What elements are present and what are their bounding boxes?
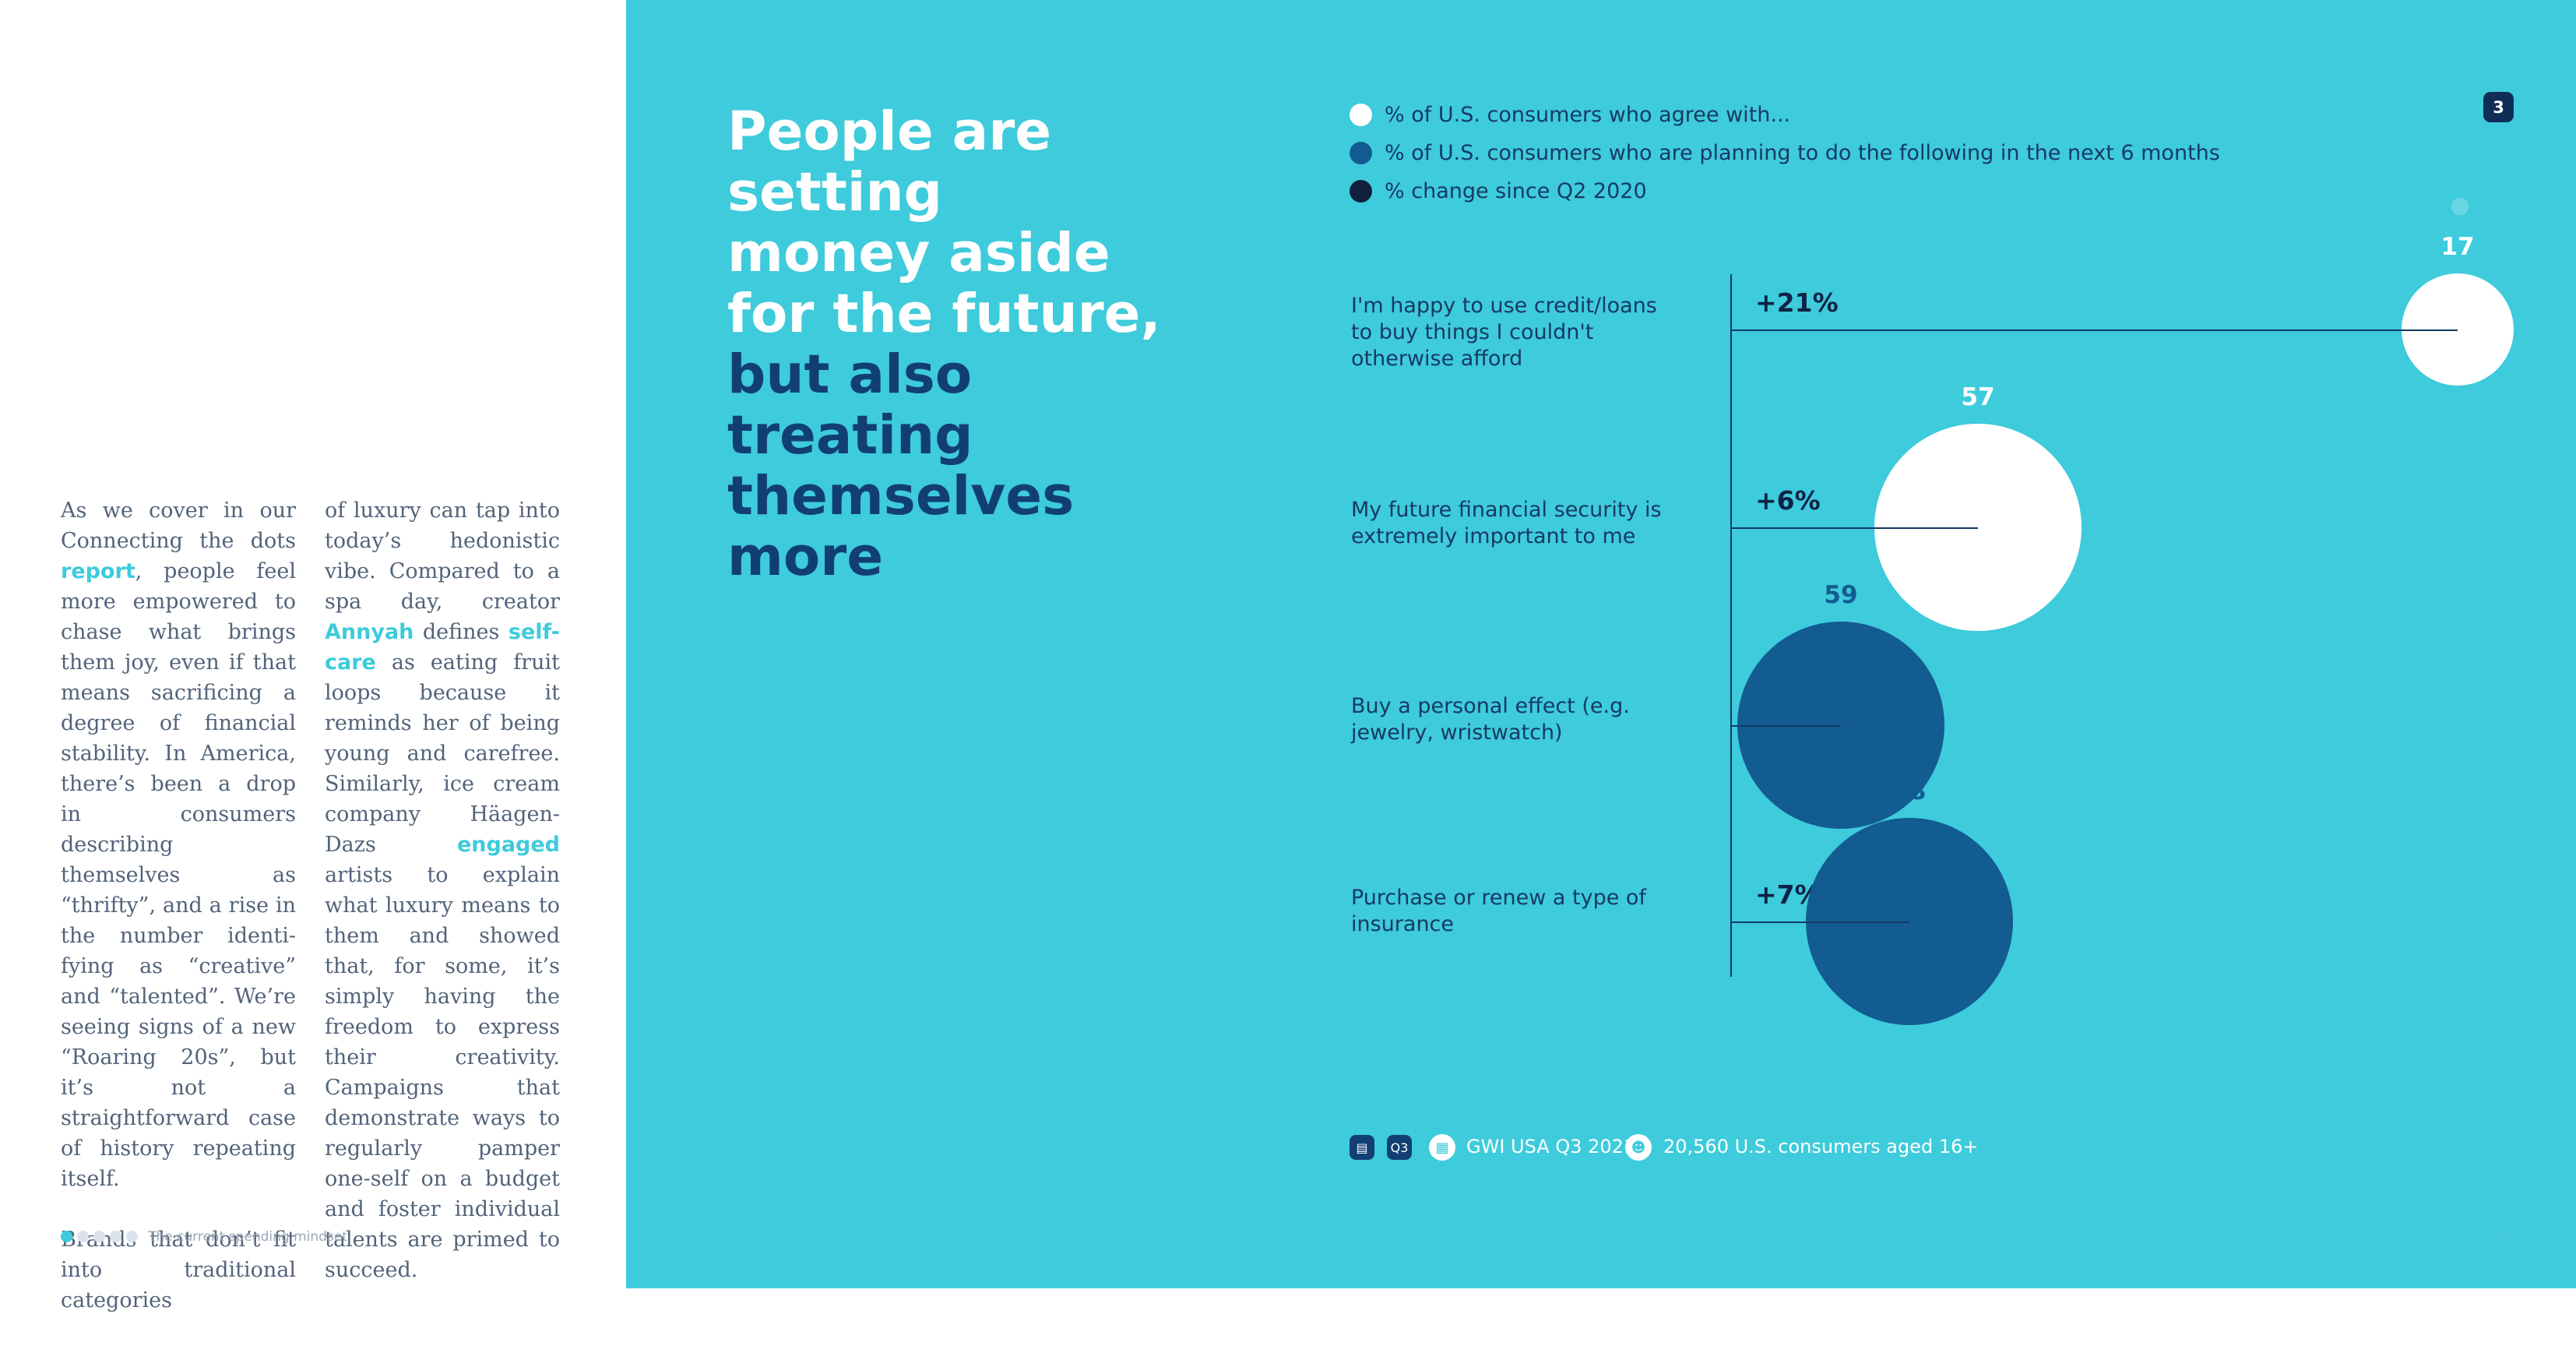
legend-item-change: % change since Q2 2020 (1350, 179, 1647, 203)
page-number: 16 (2497, 1229, 2513, 1244)
paragraph: As we cover in our Connecting the dots r… (61, 495, 296, 1194)
body-text: As we cover in our Connecting the dots (61, 499, 296, 553)
left-page: As we cover in our Connecting the dots r… (0, 0, 626, 1313)
inline-link[interactable]: engaged (456, 833, 560, 857)
bubble-value: 59 (1824, 581, 1858, 609)
legend-label: % of U.S. consumers who are planning to … (1385, 141, 2220, 165)
row-label: I'm happy to use credit/loans to buy thi… (1351, 294, 1657, 371)
legend-dot (1350, 104, 1372, 126)
page-badge: 3 (2483, 92, 2514, 122)
paragraph: of luxury can tap into today’s hedonisti… (325, 495, 560, 1285)
title-dark: but also treating themselves more (727, 344, 1075, 588)
legend-item-planning: % of U.S. consumers who are planning to … (1350, 141, 2220, 165)
title-white: People are setting money aside for the f… (727, 100, 1161, 345)
text-column-1: As we cover in our Connecting the dots r… (61, 495, 296, 1346)
change-value: +6% (1755, 485, 1821, 516)
progress-dot (61, 1231, 72, 1242)
inline-link[interactable]: Annyah (325, 620, 414, 644)
bubble-value: 17 (2441, 233, 2475, 261)
body-text: , people feel more empowered to chase wh… (61, 559, 296, 1191)
change-value: +21% (1755, 287, 1839, 318)
calendar-icon: ▦ (1429, 1134, 1455, 1161)
body-text: artists to explain what luxury means to … (325, 863, 560, 1282)
value-line (1731, 329, 2458, 331)
audience-source: 20,560 U.S. consumers aged 16+ (1663, 1136, 1979, 1157)
survey-source: GWI USA Q3 2021 (1466, 1136, 1636, 1157)
section-label: The current spending mindset (148, 1229, 347, 1245)
page-title: People are setting money aside for the f… (727, 101, 1163, 587)
inline-link[interactable]: self-care (325, 620, 560, 675)
body-text: of luxury can tap into today’s hedonisti… (325, 499, 560, 614)
value-line (1731, 921, 1909, 923)
progress-dot (110, 1231, 121, 1242)
q3-icon: Q3 (1387, 1135, 1412, 1160)
bubble-value: 57 (1961, 383, 1995, 411)
row-label: Buy a personal effect (e.g. jewelry, wri… (1351, 694, 1630, 745)
legend-label: % change since Q2 2020 (1385, 179, 1647, 203)
text-column-2: of luxury can tap into today’s hedonisti… (325, 495, 560, 1316)
paragraph: Brands that don’t fit into traditional c… (61, 1228, 296, 1313)
progress-dot (126, 1231, 138, 1242)
people-icon: ☻ (1625, 1134, 1652, 1161)
right-page (626, 0, 2576, 1288)
section-progress-dots (61, 1231, 138, 1242)
body-text: as eating fruit loops because it reminds… (325, 650, 560, 857)
chart-axis (1730, 274, 1732, 977)
legend-label: % of U.S. consumers who agree with... (1385, 103, 1791, 127)
lightbulb-icon: ● (2449, 192, 2471, 219)
chart-icon: ▤ (1350, 1135, 1374, 1160)
legend-item-agree: % of U.S. consumers who agree with... (1350, 103, 1790, 127)
bubble-value: 58 (1892, 777, 1927, 805)
inline-link[interactable]: report (61, 559, 135, 583)
value-line (1731, 725, 1841, 727)
row-label: My future financial security is extremel… (1351, 498, 1662, 548)
progress-dot (77, 1231, 89, 1242)
row-label: Purchase or renew a type of insurance (1351, 886, 1646, 936)
legend-dot (1350, 180, 1372, 203)
legend-dot (1350, 142, 1372, 164)
progress-dot (93, 1231, 105, 1242)
body-text: defines (413, 620, 509, 644)
value-line (1731, 527, 1978, 529)
